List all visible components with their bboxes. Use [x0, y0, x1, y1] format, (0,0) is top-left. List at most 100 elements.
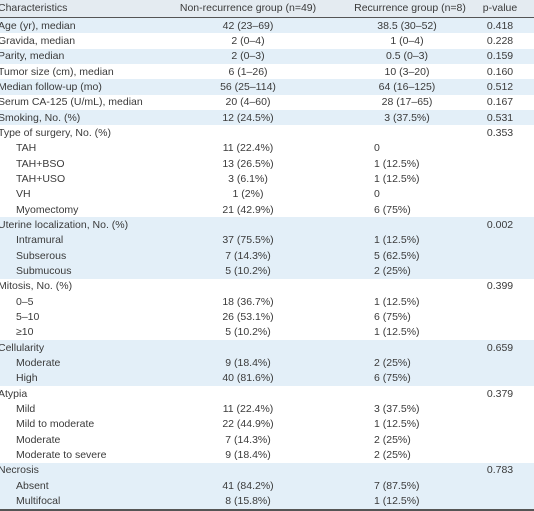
non-recurrence-value: 42 (23–69)	[222, 19, 274, 32]
row-label: TAH+BSO	[16, 157, 65, 170]
row-label: Subserous	[16, 249, 67, 262]
row-label: Intramural	[16, 234, 64, 247]
sub-row: Submucous 5 (10.2%) 2 (25%)	[0, 263, 534, 279]
recurrence-value: 1 (12.5%)	[374, 418, 420, 431]
row-label: Age (yr), median	[0, 19, 76, 32]
p-value: 0.228	[486, 34, 514, 47]
non-recurrence-value: 2 (0–4)	[231, 34, 265, 47]
sub-row: Mild to moderate 22 (44.9%) 1 (12.5%)	[0, 417, 534, 432]
sub-row: Moderate 7 (14.3%) 2 (25%)	[0, 432, 534, 447]
p-value: 0.167	[486, 96, 514, 109]
sub-row: 0–5 18 (36.7%) 1 (12.5%)	[0, 294, 534, 309]
recurrence-value: 0.5 (0–3)	[385, 50, 429, 63]
non-recurrence-value: 1 (2%)	[232, 188, 264, 201]
row-label: TAH+USO	[16, 172, 66, 185]
recurrence-value: 3 (37.5%)	[374, 403, 420, 415]
row-label: Serum CA-125 (U/mL), median	[0, 96, 143, 109]
recurrence-value: 3 (37.5%)	[384, 111, 430, 124]
recurrence-value: 1 (12.5%)	[374, 295, 420, 308]
row-label: 5–10	[16, 310, 40, 323]
row-label: Cellularity	[0, 341, 45, 354]
header-cell: p-value	[482, 2, 518, 14]
row-label: Tumor size (cm), median	[0, 65, 114, 78]
bottom-rule	[0, 509, 534, 511]
row-label: Gravida, median	[0, 34, 76, 47]
row: Cellularity 0.659	[0, 340, 534, 356]
row: Parity, median 2 (0–3) 0.5 (0–3) 0.159	[0, 48, 534, 64]
non-recurrence-value: 37 (75.5%)	[222, 234, 274, 247]
recurrence-value: 0	[374, 188, 380, 201]
row-label: Moderate to severe	[16, 449, 107, 462]
row-label: Myomectomy	[16, 203, 79, 216]
non-recurrence-value: 5 (10.2%)	[225, 264, 271, 277]
non-recurrence-value: 3 (6.1%)	[228, 172, 268, 185]
row-label: High	[16, 372, 38, 385]
recurrence-value: 6 (75%)	[374, 203, 411, 216]
non-recurrence-value: 11 (22.4%)	[222, 403, 274, 415]
sub-row: TAH 11 (22.4%) 0	[0, 141, 534, 156]
row: Mitosis, No. (%) 0.399	[0, 279, 534, 294]
sub-row: VH 1 (2%) 0	[0, 187, 534, 202]
row-label: Moderate	[16, 433, 61, 446]
non-recurrence-value: 8 (15.8%)	[225, 495, 271, 508]
sub-row: Mild 11 (22.4%) 3 (37.5%)	[0, 402, 534, 417]
p-value: 0.531	[486, 111, 514, 124]
row-label: Moderate	[16, 356, 61, 369]
non-recurrence-value: 20 (4–60)	[225, 96, 271, 109]
recurrence-value: 1 (12.5%)	[374, 157, 420, 170]
recurrence-value: 2 (25%)	[374, 433, 411, 446]
p-value: 0.159	[486, 50, 514, 63]
non-recurrence-value: 40 (81.6%)	[222, 372, 274, 385]
non-recurrence-value: 22 (44.9%)	[222, 418, 274, 431]
recurrence-value: 64 (16–125)	[378, 80, 436, 93]
sub-row: Moderate to severe 9 (18.4%) 2 (25%)	[0, 448, 534, 463]
non-recurrence-value: 11 (22.4%)	[222, 142, 274, 155]
row: Tumor size (cm), median 6 (1–26) 10 (3–20)…	[0, 64, 534, 79]
recurrence-value: 5 (62.5%)	[374, 249, 420, 262]
sub-row: Subserous 7 (14.3%) 5 (62.5%)	[0, 248, 534, 264]
non-recurrence-value: 6 (1–26)	[228, 65, 268, 78]
recurrence-value: 2 (25%)	[374, 449, 411, 462]
p-value: 0.418	[486, 19, 514, 32]
p-value: 0.659	[486, 341, 514, 354]
recurrence-value: 10 (3–20)	[384, 65, 430, 78]
sub-row: 5–10 26 (53.1%) 6 (75%)	[0, 309, 534, 324]
row-label: Necrosis	[0, 464, 39, 477]
recurrence-value: 38.5 (30–52)	[377, 19, 437, 32]
recurrence-value: 2 (25%)	[374, 356, 411, 369]
header-row: Characteristics Non-recurrence group (n=…	[0, 0, 534, 18]
recurrence-value: 1 (12.5%)	[374, 172, 420, 185]
sub-row: High 40 (81.6%) 6 (75%)	[0, 370, 534, 387]
row-label: TAH	[16, 142, 37, 155]
p-value: 0.353	[486, 126, 514, 139]
sub-row: Multifocal 8 (15.8%) 1 (12.5%)	[0, 493, 534, 509]
row-label: Submucous	[16, 264, 72, 277]
p-value: 0.783	[486, 464, 514, 477]
p-value: 0.512	[486, 80, 514, 93]
sub-row: Moderate 9 (18.4%) 2 (25%)	[0, 355, 534, 371]
non-recurrence-value: 26 (53.1%)	[222, 310, 274, 323]
row-label: Parity, median	[0, 50, 65, 63]
row: Necrosis 0.783	[0, 462, 534, 479]
recurrence-value: 7 (87.5%)	[374, 479, 420, 492]
non-recurrence-value: 18 (36.7%)	[222, 295, 274, 308]
non-recurrence-value: 5 (10.2%)	[225, 326, 271, 339]
non-recurrence-value: 9 (18.4%)	[225, 356, 271, 369]
p-value: 0.002	[486, 218, 514, 231]
row-label: Mild to moderate	[16, 418, 95, 431]
non-recurrence-value: 13 (26.5%)	[222, 157, 274, 170]
recurrence-value: 2 (25%)	[374, 264, 411, 277]
header-cell: Non-recurrence group (n=49)	[179, 2, 317, 14]
non-recurrence-value: 7 (14.3%)	[225, 433, 271, 446]
sub-row: Absent 41 (84.2%) 7 (87.5%)	[0, 478, 534, 494]
row-label: 0–5	[16, 295, 34, 308]
row-label: Multifocal	[16, 495, 61, 508]
non-recurrence-value: 12 (24.5%)	[222, 111, 274, 124]
row-label: Type of surgery, No. (%)	[0, 126, 112, 139]
row-label: Mitosis, No. (%)	[0, 280, 73, 293]
row-label: Mild	[16, 403, 36, 415]
row: Type of surgery, No. (%) 0.353	[0, 125, 534, 140]
row-label: Median follow-up (mo)	[0, 80, 102, 93]
row-label: VH	[16, 188, 31, 201]
sub-row: Intramural 37 (75.5%) 1 (12.5%)	[0, 232, 534, 249]
